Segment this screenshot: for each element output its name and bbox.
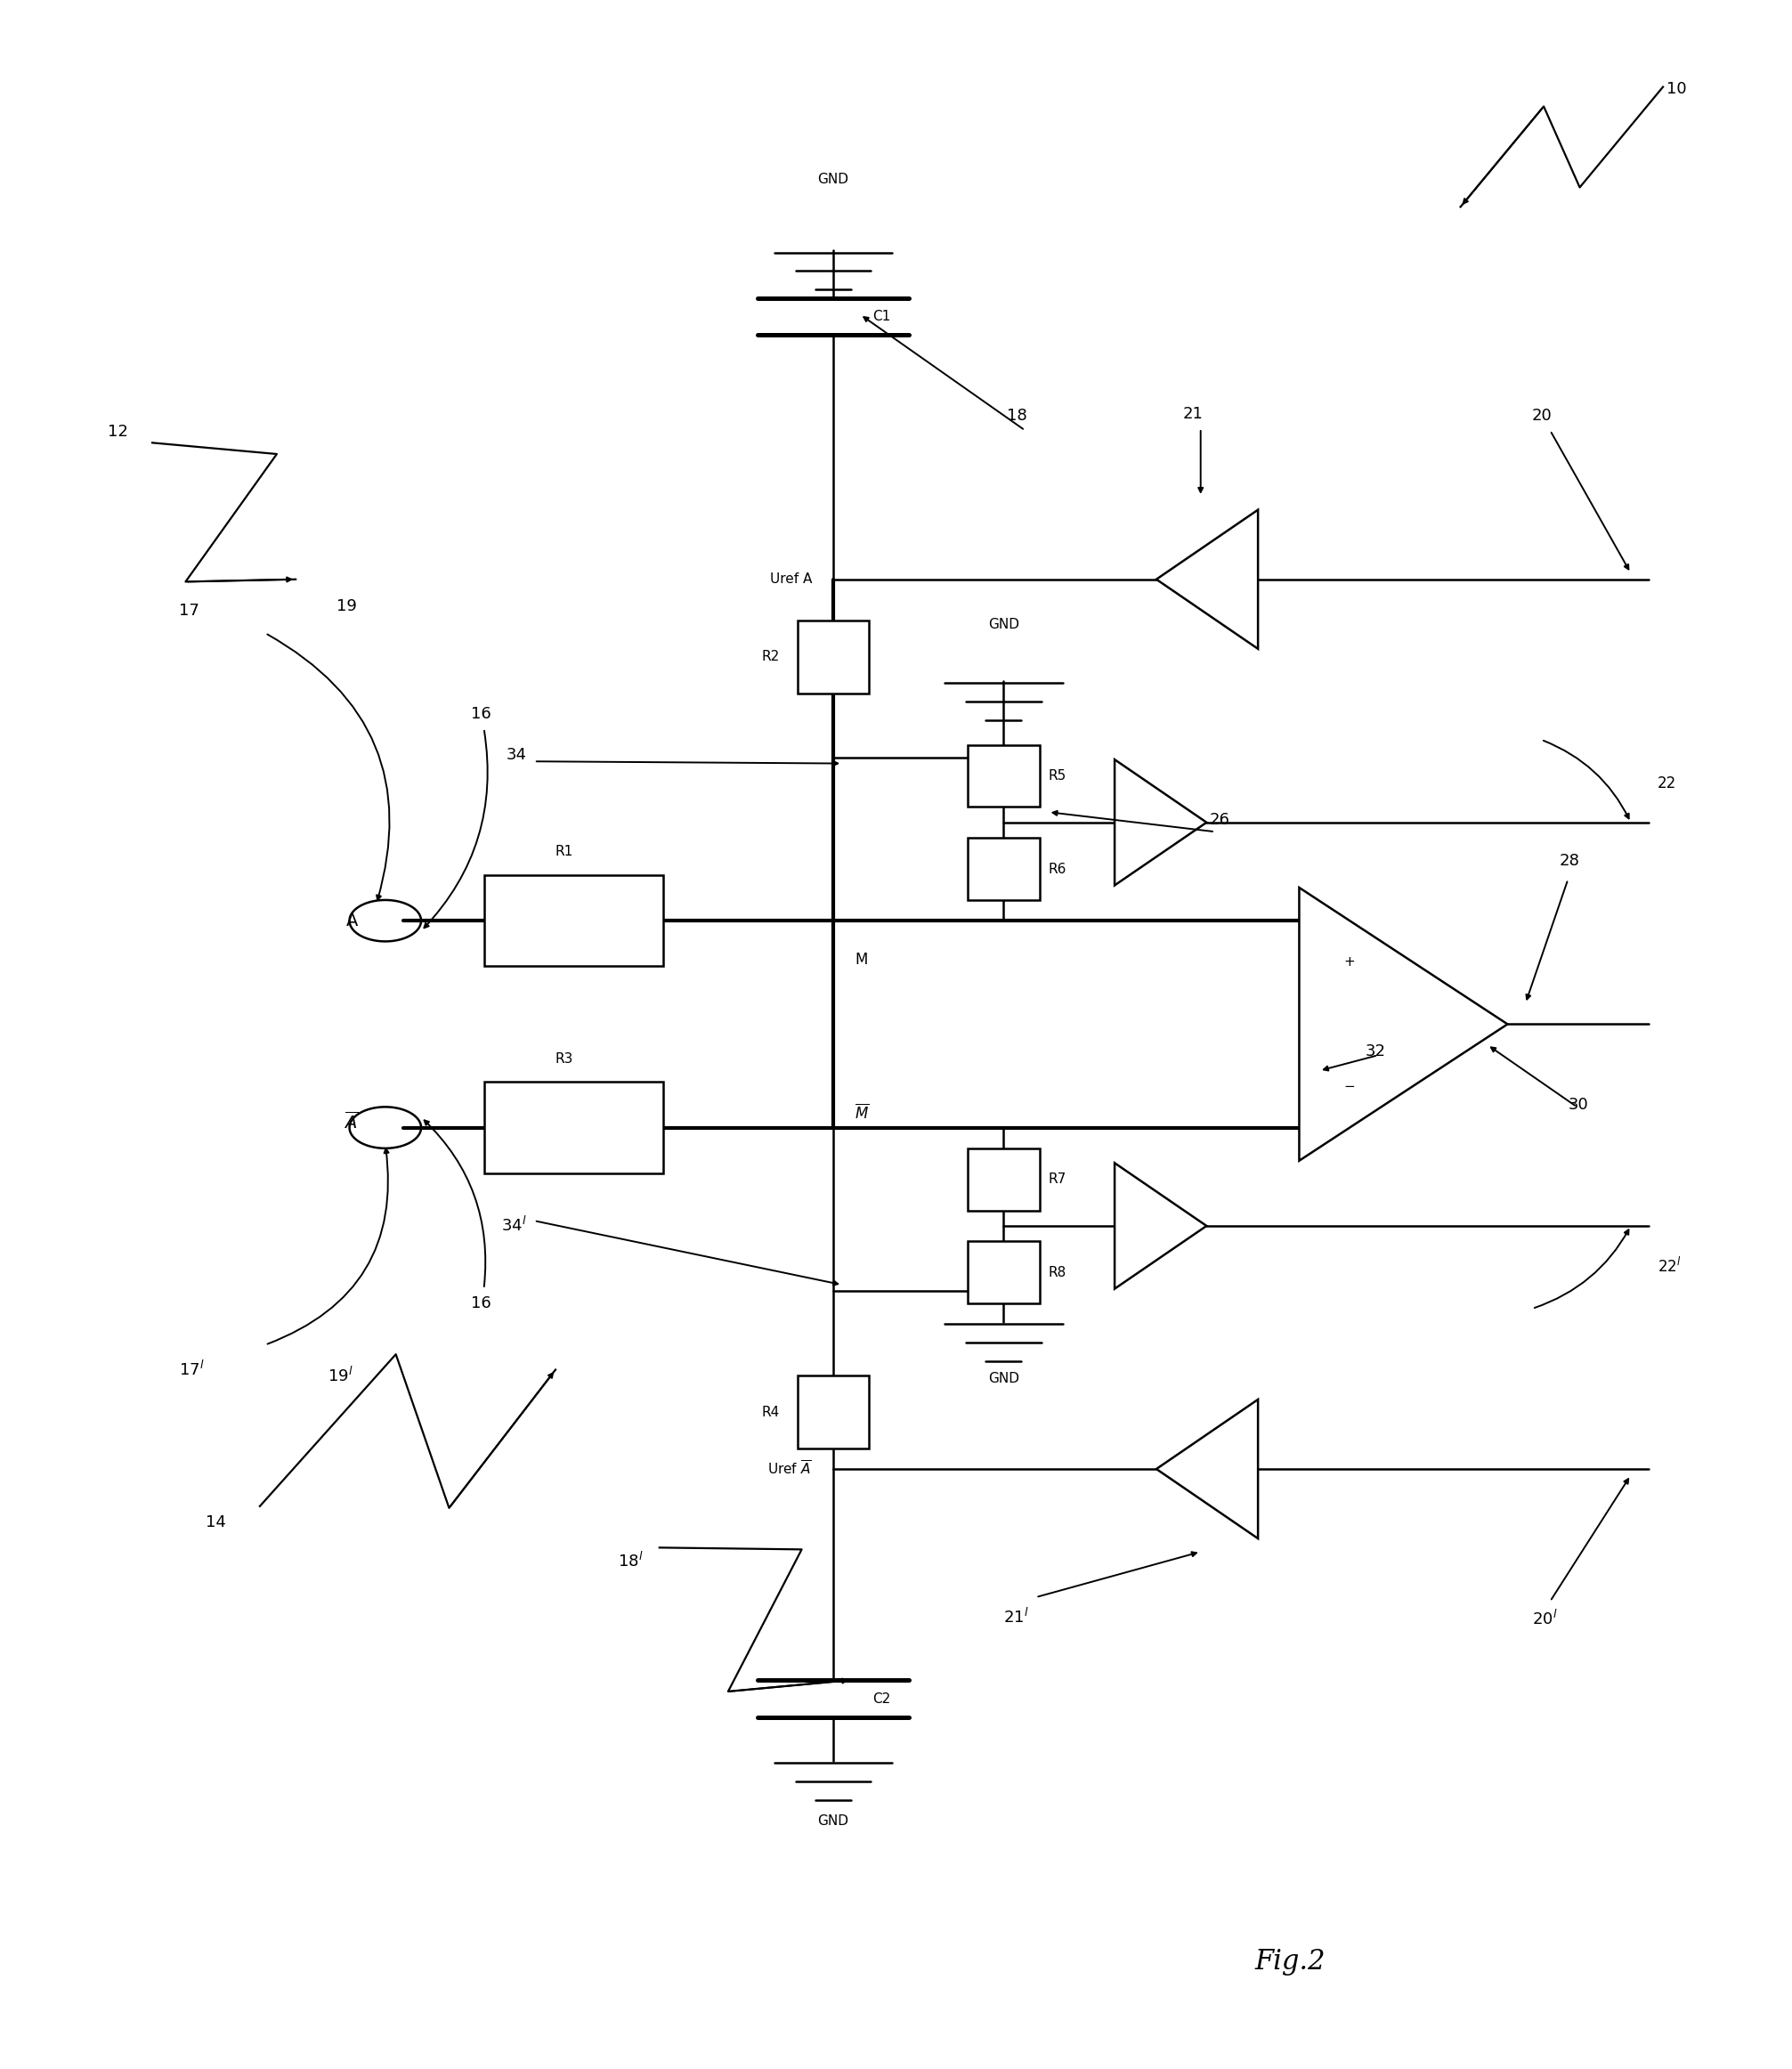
Text: 10: 10 [1667,81,1686,97]
Text: 22$^{l}$: 22$^{l}$ [1658,1258,1681,1277]
Polygon shape [1156,509,1258,650]
Text: 22: 22 [1658,776,1677,790]
Text: 34$^{l}$: 34$^{l}$ [502,1215,527,1235]
Text: R5: R5 [1048,770,1066,782]
Bar [968,838,1039,900]
Text: $\overline{M}$: $\overline{M}$ [855,1103,869,1121]
Text: 18: 18 [1007,408,1027,424]
Text: 20: 20 [1532,408,1552,424]
Text: 14: 14 [206,1515,226,1531]
Bar [968,1148,1039,1210]
Text: GND: GND [817,1815,849,1827]
Bar [484,1082,663,1173]
Text: C2: C2 [873,1692,891,1705]
Text: 21$^{l}$: 21$^{l}$ [1004,1608,1029,1626]
Text: A: A [346,912,358,929]
Text: 16: 16 [471,1295,491,1312]
Text: 17$^{l}$: 17$^{l}$ [179,1359,204,1380]
Text: GND: GND [987,619,1020,631]
Polygon shape [1299,888,1507,1161]
Text: +: + [1344,956,1355,968]
Text: Uref $\overline{A}$: Uref $\overline{A}$ [767,1461,812,1477]
Text: 12: 12 [108,424,127,441]
Text: $\overline{A}$: $\overline{A}$ [344,1111,358,1132]
Text: 19: 19 [337,598,357,614]
Text: 21: 21 [1183,406,1202,422]
Text: 16: 16 [471,706,491,722]
Text: Uref A: Uref A [769,573,812,586]
Bar [968,1241,1039,1303]
Text: 20$^{l}$: 20$^{l}$ [1532,1610,1557,1628]
Text: GND: GND [987,1372,1020,1384]
Text: 30: 30 [1568,1097,1588,1113]
Polygon shape [1115,759,1206,886]
Bar [968,745,1039,807]
Text: Fig.2: Fig.2 [1254,1947,1326,1976]
Text: 17: 17 [179,602,199,619]
Bar [797,1376,869,1448]
Text: R6: R6 [1048,863,1066,875]
Text: R8: R8 [1048,1266,1066,1279]
Text: −: − [1344,1080,1355,1092]
Text: R1: R1 [556,846,573,859]
Bar [797,621,869,693]
Text: 26: 26 [1210,811,1229,828]
Text: R4: R4 [762,1405,780,1419]
Bar [484,875,663,966]
Polygon shape [1156,1399,1258,1539]
Text: 28: 28 [1559,852,1579,869]
Text: R3: R3 [556,1053,573,1066]
Text: 19$^{l}$: 19$^{l}$ [328,1366,353,1386]
Text: 34: 34 [507,747,527,763]
Text: M: M [855,952,867,968]
Text: R2: R2 [762,650,780,664]
Text: C1: C1 [873,310,891,323]
Text: R7: R7 [1048,1173,1066,1186]
Text: GND: GND [817,174,849,186]
Polygon shape [1115,1163,1206,1289]
Text: 18$^{l}$: 18$^{l}$ [618,1552,643,1570]
Text: 32: 32 [1366,1043,1385,1059]
